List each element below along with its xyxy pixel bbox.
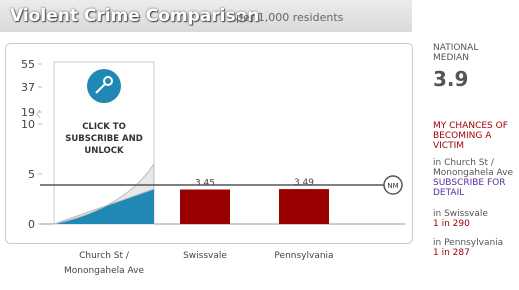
y-tick-label: 37: [21, 81, 35, 94]
chance-odds: 1 in 287: [433, 248, 470, 258]
chance-odds: 1 in 290: [433, 219, 470, 229]
chance-place: in Pennsylvania: [433, 238, 504, 248]
x-tick-label: Church St / Monongahela Ave: [63, 251, 145, 276]
value-label: 3.49: [294, 178, 314, 188]
locked-bar: [53, 61, 155, 225]
x-tick-label: Swissvale: [183, 251, 227, 261]
axis-break: [36, 109, 41, 119]
median-title: NATIONAL MEDIAN: [433, 43, 479, 63]
value-label: 3.45: [195, 179, 215, 189]
median-value: 3.9: [433, 67, 469, 91]
x-tick-label: Pennsylvania: [274, 251, 334, 261]
y-tick-label: 55: [21, 58, 35, 71]
header: Violent Crime Comparison per 1,000 resid…: [0, 0, 412, 32]
y-tick-label: 5: [28, 168, 35, 181]
chance-place: in Swissvale: [433, 209, 488, 219]
title: Violent Crime Comparison: [10, 6, 260, 26]
key-icon: [95, 83, 106, 94]
y-tick-label: 19: [21, 106, 35, 119]
bar: [279, 189, 329, 224]
median-marker: [383, 175, 403, 195]
median-marker-label: NM: [387, 182, 398, 190]
lock-text[interactable]: CLICK TO SUBSCRIBE AND UNLOCK: [65, 122, 143, 156]
chance-place: in Church St / Monongahela Ave: [433, 158, 514, 178]
y-tick-label: 10: [21, 118, 35, 131]
bar: [180, 189, 230, 224]
key-icon: [103, 76, 113, 86]
chance-odds[interactable]: SUBSCRIBE FOR DETAIL: [433, 178, 506, 198]
chances-title: MY CHANCES OF BECOMING A VICTIM: [433, 121, 508, 151]
subtitle: per 1,000 residents: [236, 11, 344, 24]
lock-curl: [53, 162, 155, 225]
y-tick-label: 0: [28, 218, 35, 231]
